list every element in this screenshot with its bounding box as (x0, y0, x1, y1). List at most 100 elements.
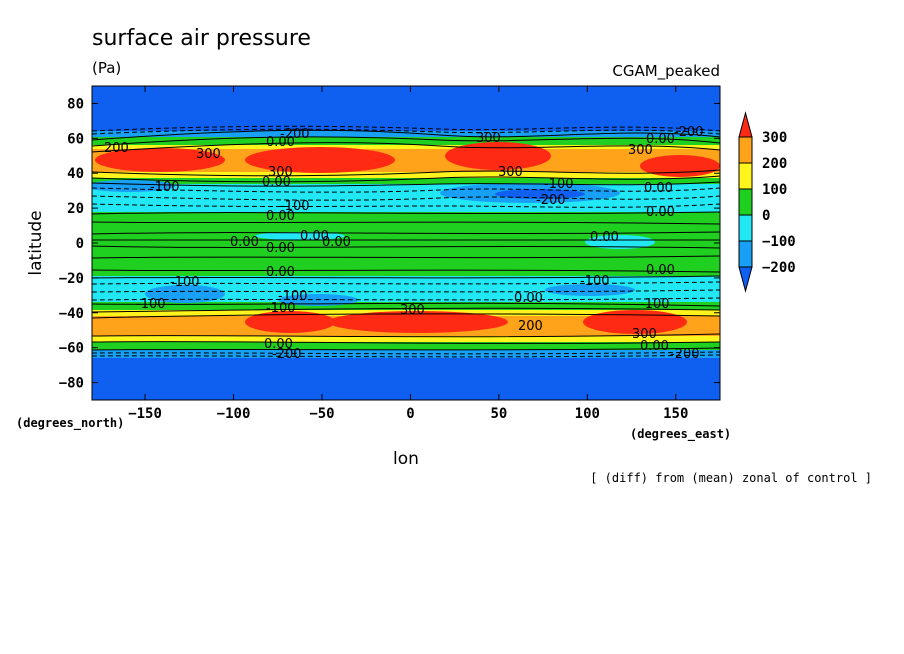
x-axis-title: lon (393, 449, 419, 469)
contour-label: -100 (150, 180, 180, 195)
contour-label: 200 (518, 319, 543, 334)
x-tick-label: 0 (406, 406, 414, 422)
max-cell (245, 147, 395, 173)
contour-label: -200 (536, 193, 566, 208)
max-cell (640, 155, 720, 177)
y-tick-label: 40 (67, 166, 84, 182)
contour-label: -200 (272, 347, 302, 362)
contour-label: -100 (170, 275, 200, 290)
contour-lines-negative (92, 125, 720, 358)
max-cell (328, 311, 508, 333)
contour-label: 300 (268, 165, 293, 180)
y-axis-title: latitude (26, 210, 46, 275)
colorbar-label: 300 (762, 130, 787, 146)
band-nh-yellow2 (92, 172, 720, 180)
contour-label: 0.00 (644, 181, 673, 196)
contour-label: 300 (628, 143, 653, 158)
contour-label: 300 (476, 131, 501, 146)
contour-label: 0.00 (322, 235, 351, 250)
colorbar-segment (738, 162, 753, 190)
x-tick-label: 100 (575, 406, 600, 422)
band-nh-edge (92, 131, 720, 139)
band-nh-green (92, 137, 720, 147)
colorbar-label: −200 (762, 260, 796, 276)
x-tick-label: −150 (128, 406, 162, 422)
band-sh-green (92, 302, 720, 312)
y-tick-label: 80 (67, 96, 84, 112)
contour-label: 300 (400, 303, 425, 318)
contour-label: -200 (674, 125, 704, 140)
pressure-field: 200 300 -200 0.00 300 0.00 -100 -100 0.0… (92, 86, 720, 400)
min-cell (145, 285, 225, 303)
plot-area: 200 300 -200 0.00 300 0.00 -100 -100 0.0… (91, 85, 721, 401)
band-sh-yellow2 (92, 336, 720, 344)
colorbar-segment (738, 214, 753, 242)
y-tick-label: −20 (59, 271, 84, 287)
y-tick-label: −80 (59, 376, 84, 392)
y-tick-label: 60 (67, 131, 84, 147)
contour-label: -100 (544, 177, 574, 192)
contour-lines (92, 129, 720, 351)
contour-label: 0.00 (590, 230, 619, 245)
colorbar-arrow-top (738, 111, 753, 138)
x-axis: −150 −100 −50 0 50 100 150 (128, 86, 688, 422)
y-tick-label: −40 (59, 306, 84, 322)
contour-label: -100 (278, 289, 308, 304)
max-cell (95, 148, 225, 172)
contour-label: 300 (498, 165, 523, 180)
cyan-cell (255, 232, 345, 240)
contour-label: 0.00 (262, 175, 291, 190)
contour-label: 0.00 (266, 241, 295, 256)
contour-label: 300 (196, 147, 221, 162)
colorbar-label: 100 (762, 182, 787, 198)
min-cell (495, 189, 585, 199)
colorbar-label: 200 (762, 156, 787, 172)
colorbar-arrow-bottom (738, 266, 753, 293)
x-tick-label: 150 (663, 406, 688, 422)
contour-label: 0.00 (640, 339, 669, 354)
y-unit-label: (degrees_north) (16, 416, 124, 431)
band-sh-green2 (92, 342, 720, 352)
contour-label: 0.00 (266, 265, 295, 280)
contour-label: -100 (136, 297, 166, 312)
contour-label: 0.00 (646, 205, 675, 220)
x-unit-label: (degrees_east) (630, 427, 731, 442)
contour-label: -100 (266, 301, 296, 316)
y-tick-label: −60 (59, 341, 84, 357)
contour-label: -200 (670, 347, 700, 362)
colorbar-segment (738, 188, 753, 216)
colorbar-label: 0 (762, 208, 770, 224)
contour-label: 0.00 (514, 291, 543, 306)
y-tick-label: 0 (76, 236, 84, 252)
contour-label: 300 (632, 327, 657, 342)
contour-label: 200 (104, 141, 129, 156)
colorbar-label: −100 (762, 234, 796, 250)
colorbar: 300 200 100 0 −100 −200 (738, 111, 796, 293)
max-cell (245, 311, 335, 333)
contour-label: 0.00 (646, 132, 675, 147)
band-nh-green2 (92, 178, 720, 186)
footnote: [ (diff) from (mean) zonal of control ] (590, 471, 872, 485)
chart-units: (Pa) (92, 59, 121, 77)
contour-label: 0.00 (266, 209, 295, 224)
colorbar-segment (738, 240, 753, 268)
y-tick-label: 20 (67, 201, 84, 217)
contour-label: -100 (640, 297, 670, 312)
min-cell (545, 284, 635, 296)
contour-label: 0.00 (230, 235, 259, 250)
cyan-cell (585, 235, 655, 249)
contour-label: -100 (580, 274, 610, 289)
chart-title: surface air pressure (92, 26, 311, 51)
y-axis: −80 −60 −40 −20 0 20 40 60 80 (59, 96, 720, 392)
x-tick-label: −50 (309, 406, 334, 422)
contour-labels: 200 300 -200 0.00 300 0.00 -100 -100 0.0… (104, 125, 704, 362)
run-label: CGAM_peaked (612, 62, 720, 81)
colorbar-segment (738, 136, 753, 164)
contour-label: 0.00 (264, 337, 293, 352)
contour-label: -100 (280, 199, 310, 214)
x-tick-label: 50 (490, 406, 507, 422)
contour-label: 0.00 (300, 229, 329, 244)
contour-label: 0.00 (646, 263, 675, 278)
x-tick-label: −100 (217, 406, 251, 422)
